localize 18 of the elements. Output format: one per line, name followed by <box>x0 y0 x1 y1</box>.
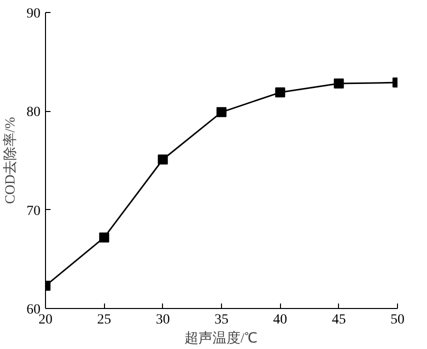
y-tick-label: 70 <box>26 204 40 219</box>
y-axis-title: COD去除率/% <box>2 116 18 204</box>
x-tick-label: 35 <box>214 312 228 328</box>
x-axis-title: 超声温度/℃ <box>184 330 258 346</box>
x-tick-label: 40 <box>273 312 288 328</box>
x-tick-label: 30 <box>156 312 170 328</box>
point <box>216 107 226 118</box>
point <box>334 78 344 89</box>
y-tick-label: 90 <box>26 6 40 22</box>
x-tick-label: 50 <box>390 312 404 328</box>
y-tick-label: 60 <box>26 302 40 318</box>
x-tick-label: 25 <box>97 312 112 328</box>
x-tick-label: 45 <box>332 312 346 328</box>
point <box>158 154 168 165</box>
point <box>275 87 286 98</box>
x-tick-label: 20 <box>38 312 52 328</box>
y-tick-label: 80 <box>26 105 40 120</box>
point <box>99 232 110 242</box>
